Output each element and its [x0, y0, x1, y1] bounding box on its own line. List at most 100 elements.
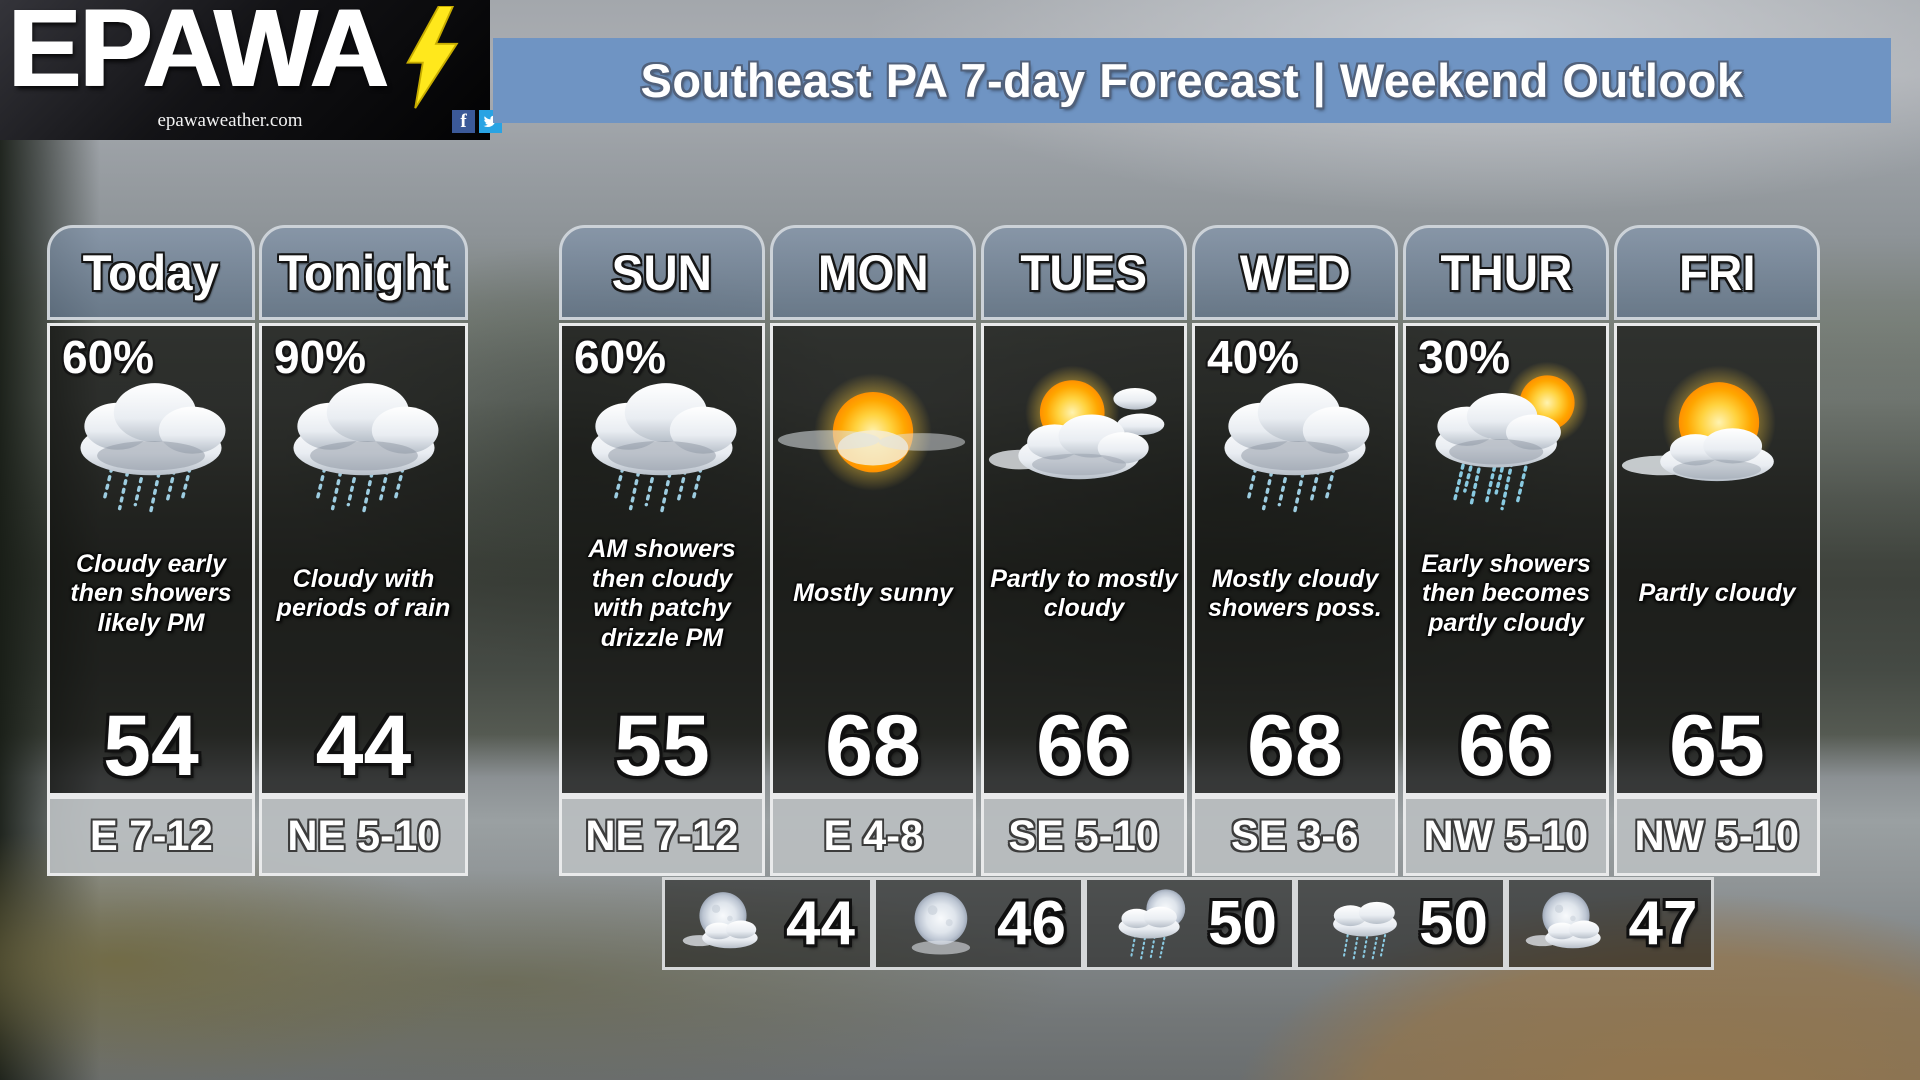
weather-icon	[1619, 356, 1815, 524]
forecast-body: 40% Mostly cloudy showers poss. 68	[1192, 323, 1398, 796]
forecast-description: AM showers then cloudy with patchy drizz…	[588, 535, 736, 652]
day-label: THUR	[1440, 244, 1572, 301]
weather-icon	[1408, 356, 1604, 524]
day-header: WED	[1192, 225, 1398, 320]
forecast-body: 90% Cloudy with periods of rain 44	[259, 323, 468, 796]
night-low-temp: 44	[786, 888, 855, 958]
night-cell: 50	[1084, 877, 1295, 970]
precip-probability: 40%	[1207, 331, 1300, 383]
precip-probability: 90%	[274, 331, 367, 383]
facebook-icon[interactable]: f	[452, 110, 475, 133]
day-label: MON	[817, 244, 929, 301]
high-temp: 55	[614, 698, 710, 794]
day-header: TUES	[981, 225, 1187, 320]
wind-value: SE 5-10	[1008, 811, 1160, 860]
night-low-temp: 46	[997, 888, 1066, 958]
precip-probability: 60%	[62, 331, 155, 383]
night-icon	[1523, 882, 1627, 966]
night-cell: 44	[662, 877, 873, 970]
night-icon	[891, 882, 995, 966]
day-label: SUN	[611, 244, 713, 301]
wind-bar: NE 7-12	[559, 796, 765, 876]
forecast-column-mon: MON Mostly sunny 68 E 4-8	[770, 225, 976, 876]
wind-bar: E 7-12	[47, 796, 255, 876]
day-label: Today	[82, 244, 220, 301]
wind-bar: SE 3-6	[1192, 796, 1398, 876]
wind-value: NE 7-12	[585, 811, 739, 860]
weather-icon	[1197, 356, 1393, 524]
day-header: THUR	[1403, 225, 1609, 320]
wind-value: NW 5-10	[1423, 811, 1589, 860]
night-icon	[1313, 882, 1417, 966]
brand-wordmark: EPAWA	[8, 0, 389, 110]
wind-value: E 7-12	[89, 811, 213, 860]
day-label: Tonight	[278, 244, 449, 301]
forecast-column-today: Today 60% Cloudy early then showers like…	[47, 225, 255, 876]
high-temp: 54	[103, 698, 199, 794]
precip-probability: 60%	[574, 331, 667, 383]
weather-icon	[775, 356, 971, 524]
weather-icon	[53, 356, 249, 524]
forecast-description: Mostly sunny	[793, 579, 953, 608]
website-url: epawaweather.com	[157, 110, 303, 131]
night-low-temp: 50	[1208, 888, 1277, 958]
night-cell: 50	[1295, 877, 1506, 970]
forecast-body: Partly to mostly cloudy 66	[981, 323, 1187, 796]
forecast-column-tonight: Tonight 90% Cloudy with periods of rain …	[259, 225, 468, 876]
wind-bar: NW 5-10	[1403, 796, 1609, 876]
wind-value: E 4-8	[823, 811, 923, 860]
forecast-body: 60% Cloudy early then showers likely PM …	[47, 323, 255, 796]
forecast-column-wed: WED 40% Mostly cloudy showers poss. 68 S…	[1192, 225, 1398, 876]
forecast-body: 60% AM showers then cloudy with patchy d…	[559, 323, 765, 796]
forecast-body: Mostly sunny 68	[770, 323, 976, 796]
forecast-description: Early showers then becomes partly cloudy	[1421, 549, 1591, 637]
wind-bar: E 4-8	[770, 796, 976, 876]
precip-probability: 30%	[1418, 331, 1511, 383]
forecast-description: Mostly cloudy showers poss.	[1208, 564, 1382, 623]
wind-value: NE 5-10	[286, 811, 441, 860]
day-header: FRI	[1614, 225, 1820, 320]
night-cell: 46	[873, 877, 1084, 970]
night-low-temp: 50	[1419, 888, 1488, 958]
wind-bar: NW 5-10	[1614, 796, 1820, 876]
day-header: Tonight	[259, 225, 468, 320]
high-temp: 68	[1247, 698, 1343, 794]
low-temp: 44	[315, 698, 412, 794]
wind-bar: NE 5-10	[259, 796, 468, 876]
night-cell: 47	[1506, 877, 1714, 970]
day-label: WED	[1239, 244, 1351, 301]
night-icon	[1102, 882, 1206, 966]
forecast-description: Partly to mostly cloudy	[990, 564, 1178, 623]
epawa-logo: EPAWA epawaweather.com f	[0, 0, 502, 140]
forecast-description: Cloudy early then showers likely PM	[70, 549, 232, 637]
day-header: SUN	[559, 225, 765, 320]
weather-icon	[564, 356, 760, 524]
wind-value: NW 5-10	[1634, 811, 1800, 860]
day-label: FRI	[1678, 244, 1756, 301]
high-temp: 68	[825, 698, 921, 794]
forecast-column-thur: THUR 30% Early showers then becomes part…	[1403, 225, 1609, 876]
high-temp: 66	[1036, 698, 1132, 794]
forecast-body: 30% Early showers then becomes partly cl…	[1403, 323, 1609, 796]
day-header: Today	[47, 225, 255, 320]
high-temp: 65	[1669, 698, 1765, 794]
wind-value: SE 3-6	[1231, 811, 1359, 860]
page-title: Southeast PA 7-day Forecast | Weekend Ou…	[640, 54, 1744, 107]
high-temp: 66	[1458, 698, 1554, 794]
weather-icon	[986, 356, 1182, 524]
weather-icon	[266, 356, 462, 524]
forecast-column-fri: FRI Partly cloudy 65 NW 5-10	[1614, 225, 1820, 876]
forecast-description: Cloudy with periods of rain	[276, 564, 451, 623]
forecast-body: Partly cloudy 65	[1614, 323, 1820, 796]
night-low-temp: 47	[1628, 888, 1698, 958]
day-label: TUES	[1020, 244, 1148, 301]
night-icon	[680, 882, 784, 966]
lightning-bolt-icon	[406, 6, 459, 109]
forecast-column-sun: SUN 60% AM showers then cloudy with patc…	[559, 225, 765, 876]
wind-bar: SE 5-10	[981, 796, 1187, 876]
forecast-description: Partly cloudy	[1638, 579, 1796, 608]
title-banner: Southeast PA 7-day Forecast | Weekend Ou…	[493, 38, 1891, 123]
forecast-column-tues: TUES Partly to mostly cloudy 66 SE 5-10	[981, 225, 1187, 876]
day-header: MON	[770, 225, 976, 320]
